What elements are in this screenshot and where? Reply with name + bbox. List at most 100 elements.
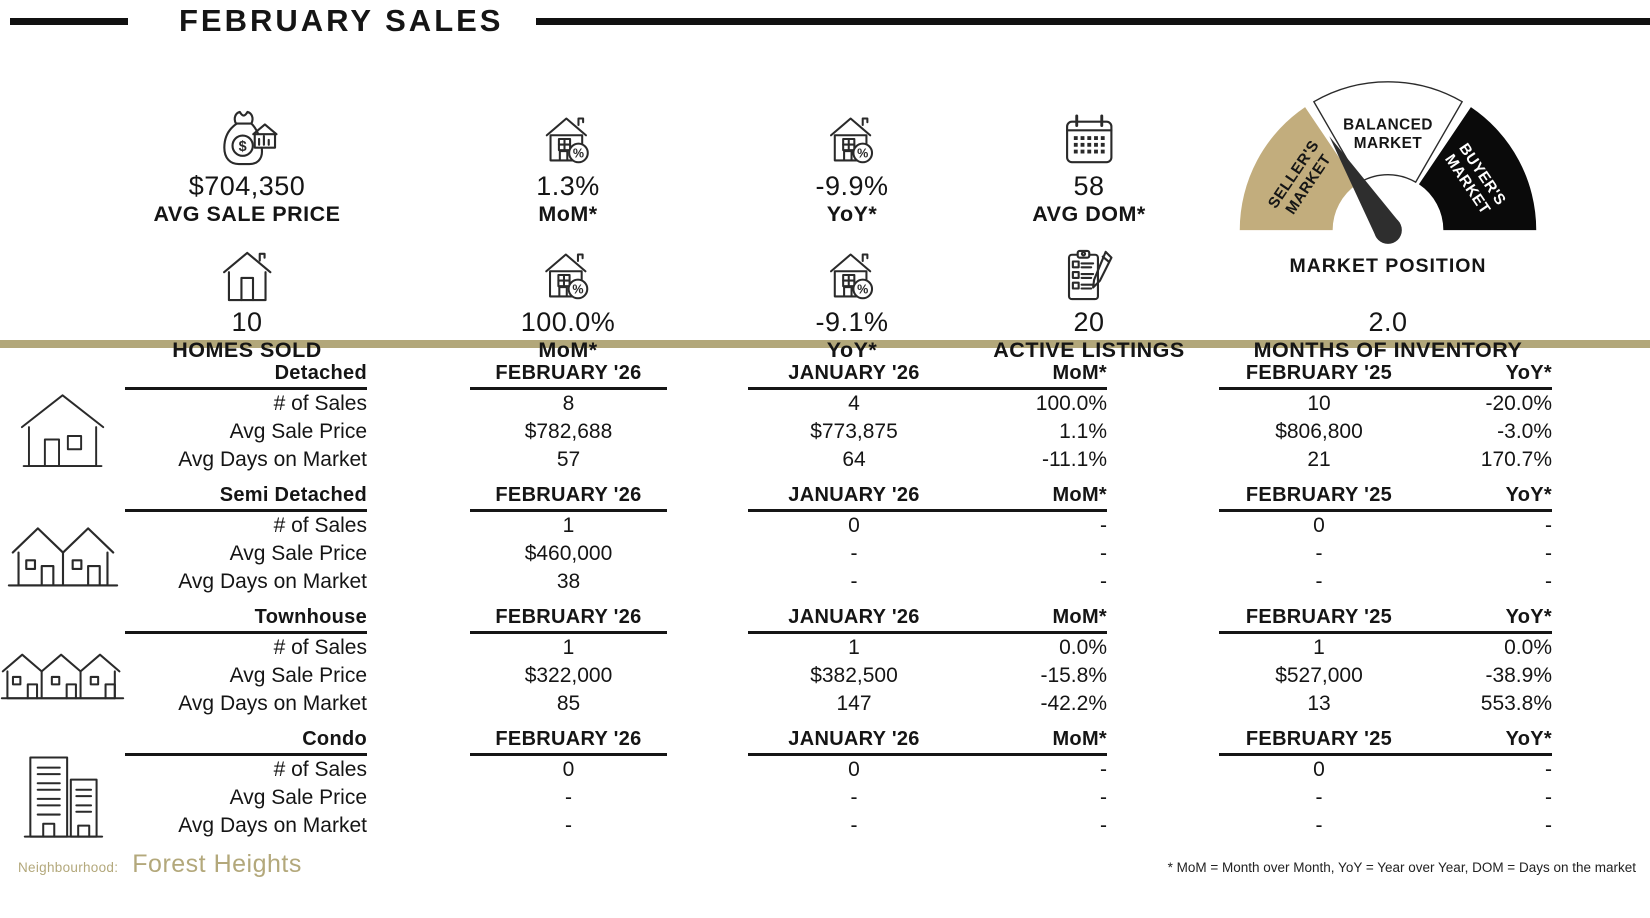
money-bag-house-icon: $ [154, 110, 341, 166]
neighbourhood-value: Forest Heights [132, 850, 302, 878]
cell: - [565, 814, 572, 837]
column-header-yoy: YoY* [1419, 484, 1552, 512]
stat-mom-sales: % 100.0% MoM* [521, 246, 616, 364]
stat-label: YoY* [826, 202, 878, 226]
semi-detached-house-icon [0, 512, 125, 596]
cell: 85 [556, 692, 581, 715]
column-header-jan26: JANUARY '26 [748, 362, 960, 390]
cell: - [850, 542, 858, 565]
stat-label: HOMES SOLD [172, 338, 322, 362]
stat-value: $704,350 [188, 171, 306, 201]
market-position-gauge: SELLER'S MARKET BALANCED MARKET BUYER'S … [1220, 54, 1556, 278]
svg-text:BALANCED: BALANCED [1343, 116, 1433, 133]
cell: 1 [562, 514, 575, 537]
stat-label: AVG DOM* [1032, 202, 1146, 226]
cell: $460,000 [524, 542, 613, 565]
row-label: # of Sales [273, 636, 367, 659]
cell: 57 [556, 448, 581, 471]
house-icon [172, 246, 322, 302]
cell: - [850, 570, 858, 593]
column-header-yoy: YoY* [1419, 606, 1552, 634]
cell: - [1100, 570, 1107, 593]
cell: - [565, 786, 572, 809]
stat-yoy-sales: % -9.1% YoY* [815, 246, 888, 364]
report: FEBRUARY SALES $ $704,350 AVG SALE PRICE [0, 3, 1650, 879]
column-header-feb26: FEBRUARY '26 [470, 728, 667, 756]
cell: $773,875 [810, 420, 898, 443]
cell: 4 [848, 392, 860, 415]
cell: 170.7% [1480, 448, 1552, 471]
column-header-mom: MoM* [960, 362, 1107, 390]
cell: 13 [1307, 692, 1331, 715]
cell: 0.0% [1504, 636, 1552, 659]
house-percent-icon: % [815, 246, 888, 302]
cell: -38.9% [1485, 664, 1552, 687]
stat-mom-price: % 1.3% MoM* [536, 110, 600, 228]
cell: - [1545, 786, 1552, 809]
stat-label: ACTIVE LISTINGS [993, 338, 1185, 362]
cell: 1 [562, 636, 575, 659]
cell: - [1100, 542, 1107, 565]
summary-stats: $ $704,350 AVG SALE PRICE % 1.3% MoM* [0, 46, 1650, 362]
cell: - [850, 814, 858, 837]
section-title: Semi Detached [125, 484, 367, 512]
cell: 0 [562, 758, 575, 781]
stat-value: 2.0 [1368, 307, 1408, 337]
cell: - [1545, 570, 1552, 593]
cell: - [1100, 814, 1107, 837]
cell: - [1315, 786, 1323, 809]
cell: 0 [1313, 758, 1325, 781]
cell: $527,000 [1275, 664, 1363, 687]
column-header-feb25: FEBRUARY '25 [1219, 728, 1419, 756]
column-header-jan26: JANUARY '26 [748, 606, 960, 634]
cell: 8 [562, 392, 575, 415]
townhouse-icon [0, 634, 125, 718]
cell: $322,000 [524, 664, 613, 687]
stat-months-of-inventory: 2.0 MONTHS OF INVENTORY [1254, 246, 1523, 364]
cell: - [1100, 758, 1107, 781]
svg-text:%: % [857, 147, 868, 161]
cell: $782,688 [524, 420, 613, 443]
cell: 147 [836, 692, 872, 715]
column-header-mom: MoM* [960, 484, 1107, 512]
cell: $382,500 [810, 664, 898, 687]
column-header-jan26: JANUARY '26 [748, 728, 960, 756]
property-type-table: Detached FEBRUARY '26 JANUARY '26 MoM* F… [0, 354, 1650, 840]
stat-value: -9.1% [815, 307, 889, 337]
column-header-jan26: JANUARY '26 [748, 484, 960, 512]
clipboard-pencil-icon [993, 246, 1184, 302]
cell: 64 [842, 448, 866, 471]
gauge-segment-balanced [1312, 81, 1464, 184]
column-header-feb25: FEBRUARY '25 [1219, 484, 1419, 512]
row-label: Avg Sale Price [229, 542, 367, 565]
cell: 0 [1313, 514, 1325, 537]
stat-label: MoM* [538, 202, 598, 226]
cell: 0 [848, 758, 860, 781]
calendar-icon [1032, 110, 1146, 166]
cell: 0 [848, 514, 860, 537]
column-header-yoy: YoY* [1419, 728, 1552, 756]
stat-value: 10 [231, 307, 263, 337]
stat-label: MoM* [538, 338, 598, 362]
column-header-yoy: YoY* [1419, 362, 1552, 390]
stat-avg-dom: 58 AVG DOM* [1032, 110, 1146, 228]
row-label: Avg Days on Market [178, 814, 367, 837]
cell: - [1545, 814, 1552, 837]
svg-text:$: $ [238, 139, 246, 155]
gauge-segment-buyers [1418, 107, 1537, 231]
house-percent-icon: % [815, 110, 888, 166]
table-section-condo: Condo FEBRUARY '26 JANUARY '26 MoM* FEBR… [0, 720, 1650, 840]
cell: 1.1% [1059, 420, 1107, 443]
stat-value: 58 [1073, 171, 1105, 201]
row-label: Avg Days on Market [178, 448, 367, 471]
gauge-caption: MARKET POSITION [1289, 255, 1487, 277]
cell: 38 [556, 570, 581, 593]
column-header-feb26: FEBRUARY '26 [470, 606, 667, 634]
report-footer: Neighbourhood: Forest Heights * MoM = Mo… [0, 842, 1650, 879]
neighbourhood: Neighbourhood: Forest Heights [18, 850, 302, 879]
row-label: # of Sales [273, 758, 367, 781]
row-label: Avg Days on Market [178, 692, 367, 715]
section-title: Townhouse [125, 606, 367, 634]
cell: 1 [848, 636, 860, 659]
row-label: Avg Sale Price [229, 420, 367, 443]
